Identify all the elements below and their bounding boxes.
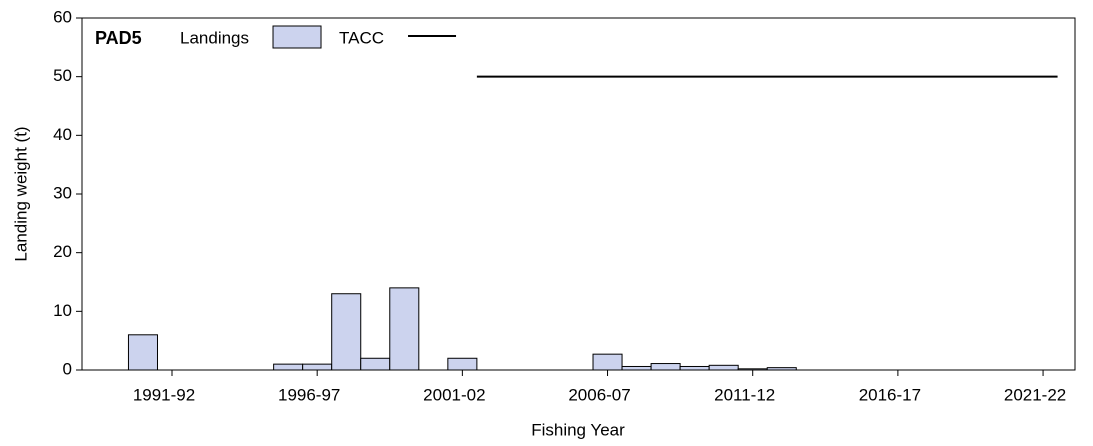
bar: [621, 365, 652, 371]
x-tick-label: 2021-22: [1004, 385, 1066, 404]
x-tick-label: 2006-07: [568, 385, 630, 404]
bar: [127, 334, 158, 371]
bar: [389, 287, 420, 371]
y-tick-label: 0: [63, 359, 72, 378]
chart-title: PAD5: [95, 28, 142, 48]
x-tick-label: 1991-92: [133, 385, 195, 404]
y-tick-label: 60: [53, 7, 72, 26]
bar: [650, 363, 681, 371]
x-tick-label: 2001-02: [423, 385, 485, 404]
bar: [447, 357, 478, 371]
x-tick-label: 1996-97: [278, 385, 340, 404]
bar: [766, 367, 797, 371]
bar: [302, 363, 333, 371]
x-tick-label: 2016-17: [859, 385, 921, 404]
bar: [737, 368, 768, 371]
bar: [708, 364, 739, 371]
plot-frame: [81, 17, 1076, 371]
y-tick-label: 10: [53, 301, 72, 320]
y-tick-label: 30: [53, 183, 72, 202]
y-tick-label: 20: [53, 242, 72, 261]
legend-swatch: [272, 25, 322, 49]
y-axis-label: Landing weight (t): [11, 126, 30, 261]
legend-label: Landings: [180, 28, 249, 47]
x-axis-label: Fishing Year: [531, 420, 625, 439]
bar: [273, 363, 304, 371]
bar: [360, 357, 391, 371]
bar: [679, 365, 710, 371]
bar: [331, 293, 362, 371]
y-tick-label: 50: [53, 66, 72, 85]
y-tick-label: 40: [53, 125, 72, 144]
x-tick-label: 2011-12: [714, 385, 775, 404]
legend-label: TACC: [339, 28, 384, 47]
bar: [592, 353, 623, 371]
